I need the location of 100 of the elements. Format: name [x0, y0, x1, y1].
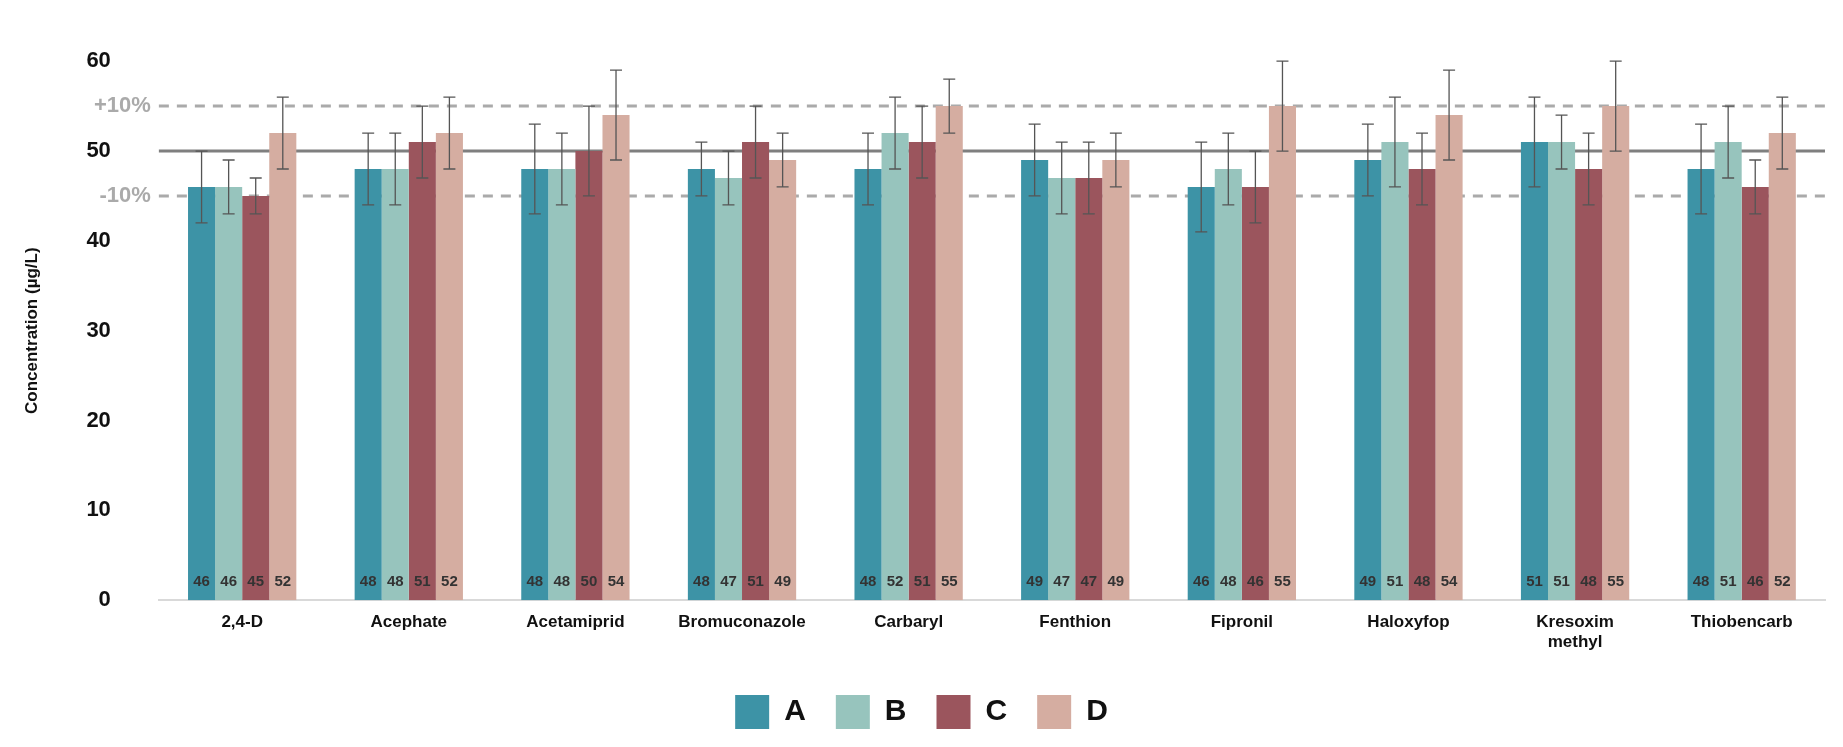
data-label: 48 — [693, 572, 710, 590]
data-label: 48 — [1692, 572, 1710, 590]
data-label: 55 — [1274, 572, 1291, 590]
data-label: 48 — [553, 572, 571, 590]
bar — [769, 160, 797, 601]
y-tick-label: 10 — [86, 496, 111, 522]
data-label: 51 — [1719, 572, 1737, 590]
bar — [935, 106, 963, 601]
bar — [1102, 160, 1130, 601]
data-label: 47 — [1080, 572, 1098, 590]
bar — [575, 151, 603, 601]
bar — [1381, 142, 1409, 601]
y-tick-label: 40 — [86, 226, 111, 252]
bar — [269, 133, 297, 601]
data-label: 51 — [1386, 572, 1404, 590]
data-label: 46 — [1746, 572, 1764, 590]
bar — [548, 169, 576, 601]
data-label: 54 — [1440, 572, 1459, 590]
data-label: 54 — [607, 572, 626, 590]
data-label: 46 — [193, 572, 210, 590]
legend-label: D — [1086, 693, 1108, 727]
data-label: 48 — [1219, 572, 1237, 590]
data-label: 48 — [386, 572, 404, 590]
data-label: 51 — [913, 572, 931, 590]
bar — [1768, 133, 1796, 601]
data-label: 48 — [526, 572, 544, 590]
data-label: 47 — [720, 572, 737, 590]
bar — [242, 195, 270, 601]
data-label: 48 — [1413, 572, 1431, 590]
bar — [881, 133, 909, 601]
data-label: 51 — [413, 572, 431, 590]
bar — [1187, 186, 1215, 601]
y-tick-label: 30 — [86, 316, 111, 342]
y-tick-label: 60 — [86, 47, 111, 73]
y-tick-label: 0 — [98, 586, 111, 612]
legend-label: B — [884, 693, 907, 727]
legend-label: C — [985, 693, 1008, 727]
bar — [1435, 115, 1463, 601]
x-tick-label: Kresoxim methyl — [1536, 612, 1614, 652]
x-tick-label: 2,4-D — [221, 612, 263, 632]
data-label: 46 — [220, 572, 237, 590]
data-label: 51 — [1526, 572, 1543, 590]
bar — [1408, 169, 1436, 601]
data-label: 49 — [1026, 572, 1043, 590]
bar — [687, 169, 715, 601]
text: +10% — [93, 92, 151, 118]
bar — [908, 142, 936, 601]
y-tick-label: 50 — [86, 137, 111, 163]
bar — [1268, 106, 1296, 601]
data-label: 51 — [747, 572, 764, 590]
bar — [742, 142, 770, 601]
data-label: 48 — [359, 572, 377, 590]
x-tick-label: Fenthion — [1039, 612, 1112, 632]
data-label: 52 — [886, 572, 904, 590]
bar — [408, 142, 436, 601]
x-tick-label: Acetamiprid — [526, 612, 625, 632]
data-label: 52 — [274, 572, 292, 590]
text: -10% — [99, 182, 151, 208]
y-tick-label: 20 — [86, 406, 111, 432]
data-label: 49 — [1107, 572, 1125, 590]
bar — [1575, 169, 1603, 601]
data-label: 46 — [1247, 572, 1264, 590]
bar — [1354, 160, 1382, 601]
bar — [435, 133, 463, 601]
x-tick-label: Carbaryl — [874, 612, 944, 632]
bar — [1075, 177, 1103, 601]
data-label: 48 — [859, 572, 877, 590]
bar — [854, 169, 882, 601]
x-tick-label: Bromuconazole — [678, 612, 806, 632]
data-label: 47 — [1053, 572, 1071, 590]
x-tick-label: Haloxyfop — [1367, 612, 1450, 632]
data-label: 48 — [1580, 572, 1597, 590]
bar — [1548, 142, 1576, 601]
data-label: 45 — [247, 572, 265, 590]
data-label: 50 — [580, 572, 598, 590]
bar — [1714, 142, 1742, 601]
x-tick-label: Fipronil — [1210, 612, 1274, 632]
bar — [521, 169, 549, 601]
bar — [215, 186, 243, 601]
bar — [1021, 160, 1049, 601]
data-label: 55 — [1607, 572, 1625, 590]
x-tick-label: Thiobencarb — [1690, 612, 1793, 632]
data-label: 49 — [1359, 572, 1377, 590]
x-tick-label: Acephate — [370, 612, 448, 632]
bar — [1602, 106, 1630, 601]
bar — [354, 169, 382, 601]
bar — [602, 115, 630, 601]
data-label: 46 — [1192, 572, 1210, 590]
bar — [714, 177, 743, 601]
data-label: 51 — [1553, 572, 1570, 590]
data-label: 49 — [774, 572, 791, 590]
bar — [1741, 186, 1769, 601]
data-label: 52 — [1773, 572, 1791, 590]
bar — [1048, 177, 1076, 601]
bar — [1687, 169, 1715, 601]
bar — [188, 186, 216, 601]
bar — [381, 169, 409, 601]
bar — [1214, 169, 1242, 601]
bar — [1520, 142, 1549, 601]
legend-label: A — [784, 693, 806, 727]
